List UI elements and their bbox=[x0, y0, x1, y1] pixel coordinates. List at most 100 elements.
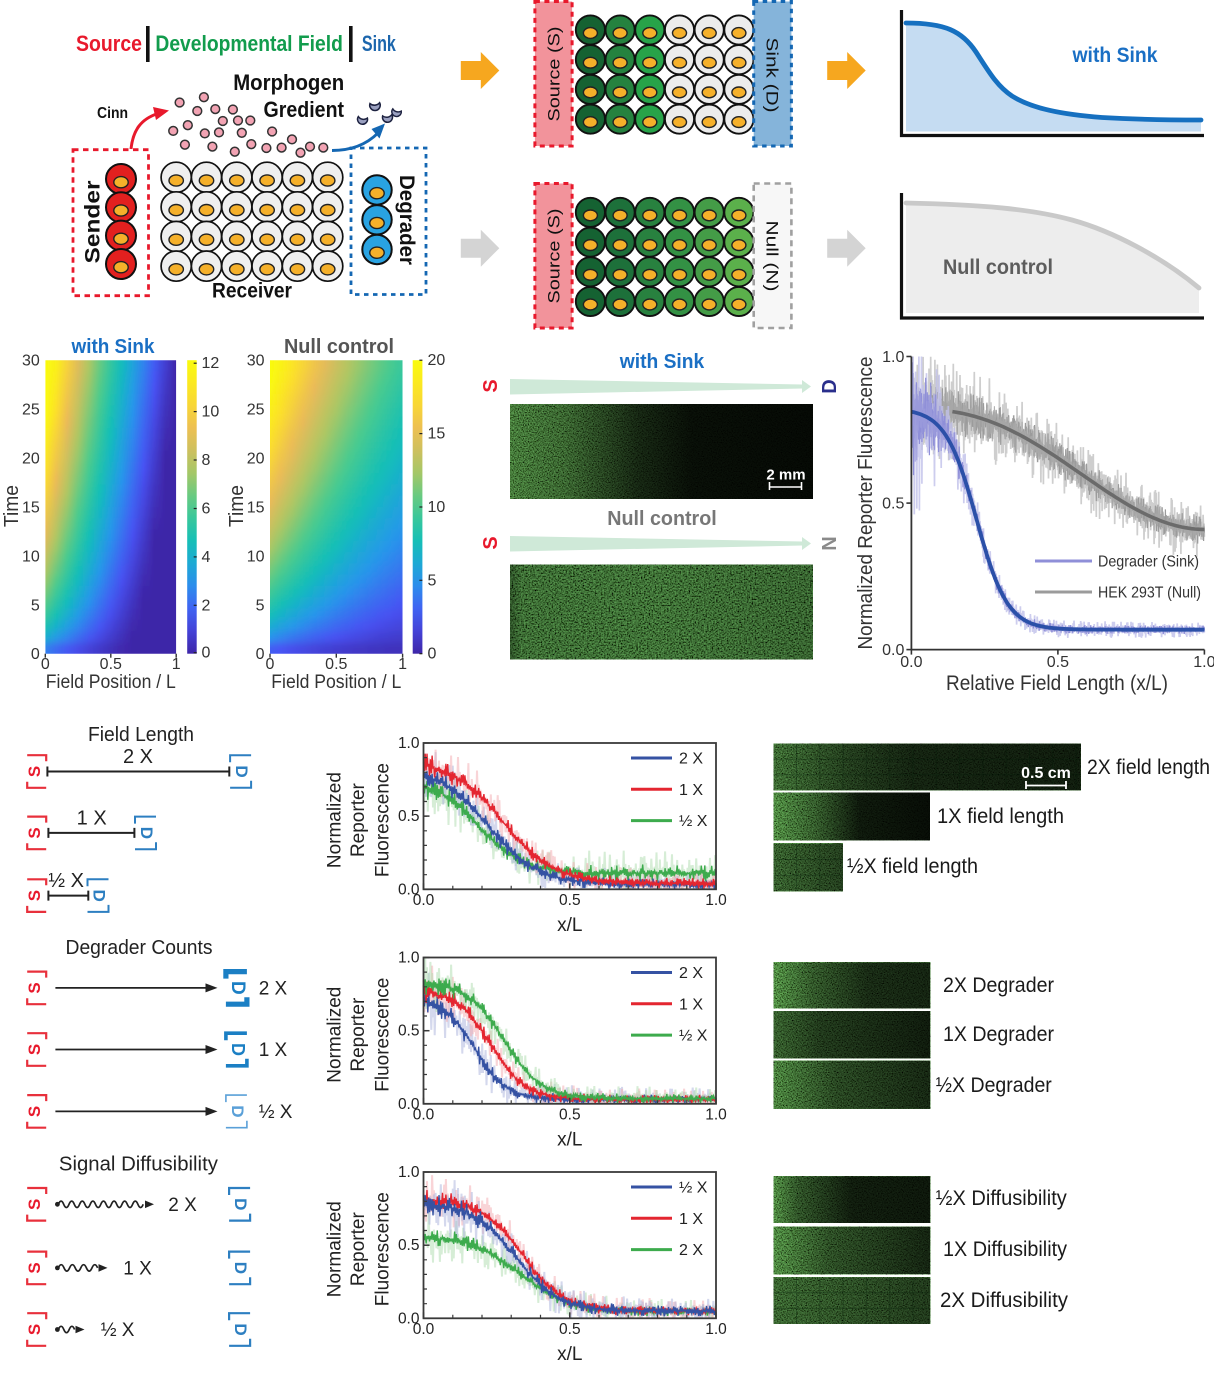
svg-text:0.0: 0.0 bbox=[398, 881, 420, 898]
svg-text:10: 10 bbox=[202, 404, 220, 421]
svg-text:Fluorescence: Fluorescence bbox=[373, 978, 394, 1092]
svg-text:8: 8 bbox=[202, 452, 211, 469]
svg-text:0: 0 bbox=[202, 645, 211, 662]
svg-text:Reporter: Reporter bbox=[348, 1212, 369, 1287]
svg-text:Null control: Null control bbox=[284, 336, 394, 358]
svg-text:15: 15 bbox=[22, 500, 40, 517]
svg-text:Source (S): Source (S) bbox=[545, 209, 564, 304]
svg-text:0: 0 bbox=[41, 656, 50, 673]
svg-text:25: 25 bbox=[247, 402, 265, 419]
svg-text:Fluorescence: Fluorescence bbox=[373, 1192, 394, 1306]
svg-text:0.0: 0.0 bbox=[398, 1096, 420, 1113]
svg-text:D: D bbox=[231, 1198, 250, 1210]
svg-text:1 X: 1 X bbox=[77, 807, 107, 829]
svg-text:Time: Time bbox=[226, 485, 248, 527]
svg-text:0.5: 0.5 bbox=[559, 1321, 581, 1338]
svg-text:10: 10 bbox=[22, 548, 40, 565]
svg-text:S: S bbox=[25, 1199, 44, 1210]
svg-text:D: D bbox=[231, 1262, 250, 1274]
svg-text:2X field length: 2X field length bbox=[1087, 756, 1210, 779]
svg-text:0.5: 0.5 bbox=[325, 656, 347, 673]
svg-text:Developmental Field: Developmental Field bbox=[155, 31, 343, 56]
svg-text:2 X: 2 X bbox=[679, 965, 703, 982]
svg-text:S: S bbox=[25, 982, 44, 993]
svg-text:20: 20 bbox=[22, 451, 40, 468]
svg-text:D: D bbox=[228, 1105, 247, 1117]
svg-text:Field Position / L: Field Position / L bbox=[46, 672, 176, 693]
svg-text:½X Diffusibility: ½X Diffusibility bbox=[936, 1187, 1067, 1210]
svg-text:0.0: 0.0 bbox=[882, 642, 904, 659]
svg-text:15: 15 bbox=[428, 426, 446, 443]
svg-text:1.0: 1.0 bbox=[705, 1106, 727, 1123]
svg-text:30: 30 bbox=[247, 353, 265, 370]
svg-text:0.0: 0.0 bbox=[413, 892, 435, 909]
svg-text:1 X: 1 X bbox=[679, 996, 703, 1013]
svg-text:1.0: 1.0 bbox=[882, 349, 904, 366]
svg-text:1 X: 1 X bbox=[679, 782, 703, 799]
svg-text:Field Position / L: Field Position / L bbox=[271, 672, 401, 693]
svg-text:2: 2 bbox=[202, 597, 211, 614]
svg-text:25: 25 bbox=[22, 402, 40, 419]
svg-text:HEK 293T (Null): HEK 293T (Null) bbox=[1098, 585, 1201, 602]
svg-text:Reporter: Reporter bbox=[348, 782, 369, 857]
svg-text:2 X: 2 X bbox=[123, 746, 153, 768]
svg-text:S: S bbox=[25, 1106, 44, 1117]
svg-text:0: 0 bbox=[256, 646, 265, 663]
svg-text:Degrader (Sink): Degrader (Sink) bbox=[1098, 554, 1199, 571]
svg-text:0: 0 bbox=[266, 656, 275, 673]
svg-text:Sink: Sink bbox=[362, 31, 397, 56]
svg-text:Reporter: Reporter bbox=[348, 997, 369, 1072]
svg-text:1.0: 1.0 bbox=[398, 950, 420, 967]
svg-text:20: 20 bbox=[428, 352, 446, 369]
svg-text:½ X: ½ X bbox=[679, 1028, 708, 1045]
svg-text:1.0: 1.0 bbox=[398, 735, 420, 752]
svg-text:1 X: 1 X bbox=[679, 1211, 703, 1228]
svg-text:2 mm: 2 mm bbox=[766, 467, 805, 484]
svg-text:S: S bbox=[480, 379, 502, 392]
svg-text:Receiver: Receiver bbox=[212, 280, 292, 303]
svg-text:Signal Diffusibility: Signal Diffusibility bbox=[59, 1153, 218, 1175]
svg-text:0.5 cm: 0.5 cm bbox=[1021, 765, 1071, 782]
svg-text:0.5: 0.5 bbox=[882, 496, 904, 513]
svg-text:5: 5 bbox=[31, 597, 40, 614]
svg-text:2 X: 2 X bbox=[168, 1195, 197, 1216]
svg-text:1 X: 1 X bbox=[259, 1040, 288, 1061]
svg-text:Sink (D): Sink (D) bbox=[762, 38, 781, 113]
svg-text:0.0: 0.0 bbox=[413, 1106, 435, 1123]
svg-text:1.0: 1.0 bbox=[705, 1321, 727, 1338]
svg-text:with Sink: with Sink bbox=[71, 336, 156, 358]
svg-text:½X field length: ½X field length bbox=[847, 855, 978, 878]
svg-text:12: 12 bbox=[202, 355, 220, 372]
svg-text:10: 10 bbox=[247, 548, 265, 565]
svg-text:2X Degrader: 2X Degrader bbox=[943, 974, 1054, 997]
svg-text:D: D bbox=[90, 889, 109, 901]
svg-text:D: D bbox=[227, 981, 248, 995]
svg-text:0.0: 0.0 bbox=[413, 1321, 435, 1338]
svg-text:S: S bbox=[25, 1044, 44, 1055]
svg-text:Time: Time bbox=[1, 485, 23, 527]
svg-text:x/L: x/L bbox=[557, 1129, 582, 1150]
svg-text:4: 4 bbox=[202, 549, 211, 566]
svg-text:0.5: 0.5 bbox=[398, 1023, 420, 1040]
svg-text:1X field length: 1X field length bbox=[937, 805, 1064, 828]
svg-text:Null control: Null control bbox=[607, 508, 717, 530]
svg-text:2X Diffusibility: 2X Diffusibility bbox=[940, 1289, 1068, 1312]
svg-text:½ X: ½ X bbox=[679, 813, 708, 830]
svg-text:0: 0 bbox=[31, 646, 40, 663]
svg-text:D: D bbox=[228, 1043, 248, 1056]
svg-text:10: 10 bbox=[428, 499, 446, 516]
svg-text:D: D bbox=[819, 379, 841, 393]
svg-text:Field Length: Field Length bbox=[88, 724, 194, 746]
svg-text:6: 6 bbox=[202, 501, 211, 518]
svg-text:½ X: ½ X bbox=[101, 1320, 135, 1341]
svg-text:D: D bbox=[137, 827, 156, 839]
svg-text:Gredient: Gredient bbox=[264, 97, 345, 122]
svg-text:0: 0 bbox=[428, 646, 437, 663]
svg-text:0.5: 0.5 bbox=[1047, 654, 1069, 671]
svg-text:0.5: 0.5 bbox=[559, 892, 581, 909]
svg-text:½ X: ½ X bbox=[48, 870, 84, 892]
svg-text:20: 20 bbox=[247, 451, 265, 468]
svg-text:Normalized Reporter Fluorescen: Normalized Reporter Fluorescence bbox=[854, 357, 877, 650]
svg-text:1.0: 1.0 bbox=[705, 892, 727, 909]
svg-text:x/L: x/L bbox=[557, 915, 582, 936]
